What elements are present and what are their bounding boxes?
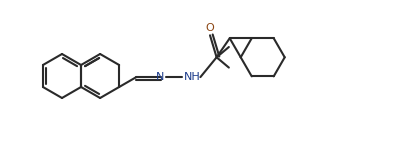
Text: O: O: [205, 23, 214, 33]
Text: NH: NH: [184, 72, 200, 82]
Text: N: N: [156, 72, 164, 82]
